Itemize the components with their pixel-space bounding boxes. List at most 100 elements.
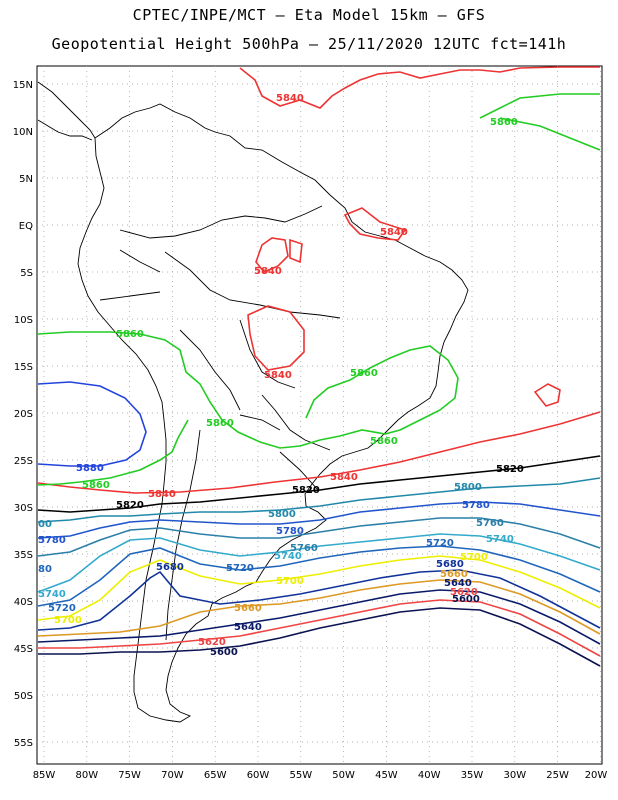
lat-tick-label: 40S — [14, 597, 33, 608]
lon-tick-label: 85W — [33, 770, 56, 781]
contour-5860-south — [37, 419, 189, 486]
label-5840-north: 5840 — [276, 93, 304, 104]
contour-5840-east — [343, 207, 407, 241]
label-5780-center: 5780 — [276, 526, 304, 537]
lon-tick-label: 70W — [161, 770, 184, 781]
label-80-edge: 80 — [38, 564, 52, 575]
label-5860-west: 5860 — [116, 329, 144, 340]
label-5780-west: 5780 — [38, 535, 66, 546]
label-5720-east: 5720 — [426, 538, 454, 549]
lon-tick-label: 60W — [247, 770, 270, 781]
map-frame — [36, 65, 603, 765]
contour-5840-center — [247, 305, 305, 371]
label-5840-south: 5840 — [148, 489, 176, 500]
label-5680-east: 5680 — [436, 559, 464, 570]
tick-labels: 15N 10N 5N EQ 5S 10S 15S 20S 25S 30S 35S 40S 45S 50S 5… — [13, 80, 608, 781]
lon-tick-label: 80W — [75, 770, 98, 781]
label-5680-west: 5680 — [156, 562, 184, 573]
label-5740-west: 5740 — [38, 589, 66, 600]
lon-tick-label: 50W — [332, 770, 355, 781]
label-00-edge: 00 — [38, 519, 52, 530]
lon-tick-label: 55W — [289, 770, 312, 781]
label-5700-west: 5700 — [54, 615, 82, 626]
label-5860-coast: 5860 — [370, 436, 398, 447]
contour-5840-north — [239, 66, 600, 109]
contour-5660 — [37, 579, 601, 637]
contour-5820 — [37, 455, 601, 513]
title-line-1: CPTEC/INPE/MCT – Eta Model 15km – GFS — [132, 6, 486, 24]
label-5740-east: 5740 — [486, 534, 514, 545]
lat-tick-label: 20S — [14, 409, 33, 420]
label-5620-west: 5620 — [198, 637, 226, 648]
contour-5800 — [37, 477, 601, 523]
lon-tick-label: 35W — [461, 770, 484, 781]
label-5640-center: 5640 — [234, 622, 262, 633]
lat-tick-label: 30S — [14, 503, 33, 514]
contour-5860-west — [37, 331, 459, 449]
lat-tick-label: EQ — [19, 221, 33, 232]
lat-tick-label: 15S — [14, 362, 33, 373]
contour-5640 — [37, 589, 601, 645]
grid-lines — [37, 66, 602, 764]
label-5860-east: 5860 — [490, 117, 518, 128]
label-5660-east: 5660 — [440, 569, 468, 580]
contour-5600 — [38, 607, 601, 667]
contour-5680 — [37, 569, 601, 631]
label-5600-west: 5600 — [210, 647, 238, 658]
contour-5840-east-blob — [533, 383, 561, 407]
lon-tick-label: 65W — [204, 770, 227, 781]
lat-tick-label: 35S — [14, 550, 33, 561]
label-5720-west: 5720 — [48, 603, 76, 614]
label-5700-center: 5700 — [276, 576, 304, 587]
label-5860-south-east: 5860 — [350, 368, 378, 379]
label-5820-center: 5820 — [292, 485, 320, 496]
lat-tick-label: 55S — [14, 738, 33, 749]
contour-5840-south — [37, 411, 601, 494]
label-5660-center: 5660 — [234, 603, 262, 614]
lon-tick-label: 25W — [546, 770, 569, 781]
borders — [99, 205, 341, 641]
south-america-coast — [77, 103, 469, 723]
coastlines — [37, 81, 469, 723]
lon-tick-label: 75W — [118, 770, 141, 781]
label-5860-central: 5860 — [206, 418, 234, 429]
label-5840-center: 5840 — [264, 370, 292, 381]
title-line-2: Geopotential Height 500hPa – 25/11/2020 … — [51, 35, 567, 53]
lat-tick-label: 50S — [14, 691, 33, 702]
label-5620-east: 5620 — [450, 587, 478, 598]
lat-tick-label: 15N — [13, 80, 33, 91]
contour-5620 — [38, 599, 601, 657]
central-america-coast — [37, 81, 96, 139]
contour-5700 — [37, 555, 601, 621]
label-5780-east: 5780 — [462, 500, 490, 511]
contour-lines — [37, 66, 601, 667]
contour-5840-amazon-b — [289, 238, 303, 264]
label-5640-east: 5640 — [444, 578, 472, 589]
label-5840-south-east: 5840 — [330, 472, 358, 483]
lon-tick-label: 20W — [585, 770, 608, 781]
label-5760-east: 5760 — [476, 518, 504, 529]
label-5800-center: 5800 — [268, 509, 296, 520]
lon-tick-label: 30W — [503, 770, 526, 781]
label-5760-center: 5760 — [290, 543, 318, 554]
label-5840-east: 5840 — [380, 227, 408, 238]
label-5820-west: 5820 — [116, 500, 144, 511]
lat-tick-label: 10S — [14, 315, 33, 326]
contour-5860-north — [479, 93, 600, 119]
label-5820-east: 5820 — [496, 464, 524, 475]
contour-5780 — [37, 501, 601, 539]
lon-tick-label: 45W — [375, 770, 398, 781]
central-america-coast-2 — [37, 119, 93, 141]
lat-tick-label: 5N — [19, 174, 33, 185]
label-5840-amazon: 5840 — [254, 266, 282, 277]
label-5880: 5880 — [76, 463, 104, 474]
lon-tick-label: 40W — [418, 770, 441, 781]
contour-labels: 5840 5860 5840 5840 5860 5840 5860 5860 … — [38, 93, 524, 658]
lat-tick-label: 45S — [14, 644, 33, 655]
lat-tick-label: 10N — [13, 127, 33, 138]
lat-tick-label: 25S — [14, 456, 33, 467]
label-5800-east: 5800 — [454, 482, 482, 493]
label-5740-center: 5740 — [274, 551, 302, 562]
label-5600-east: 5600 — [452, 594, 480, 605]
